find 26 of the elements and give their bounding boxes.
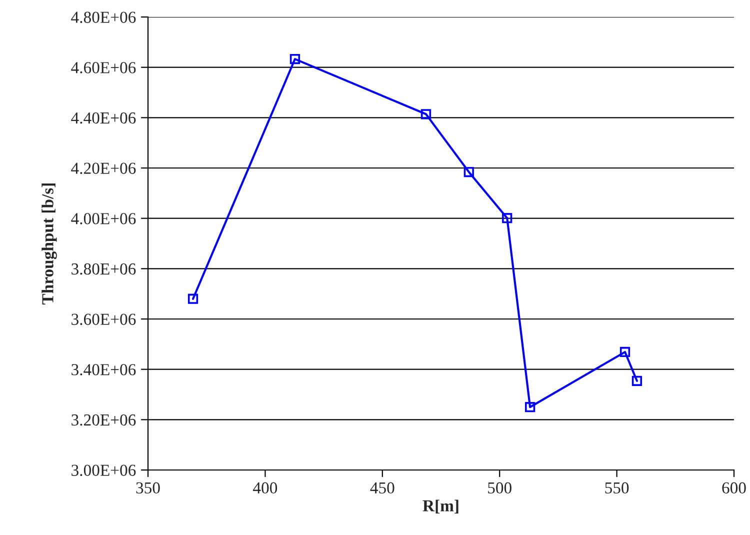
point <box>620 346 630 358</box>
point <box>290 54 300 64</box>
x-tick-label: 500 <box>488 482 512 494</box>
y-tick-label: 4.60E+06 <box>71 62 136 74</box>
x-tick-label: 600 <box>722 482 746 494</box>
y-tick-label: 4.20E+06 <box>71 162 136 174</box>
x-tick-label: 450 <box>370 482 394 494</box>
point <box>188 294 198 304</box>
point <box>464 166 474 178</box>
y-tick-label: 3.60E+06 <box>72 314 136 326</box>
y-tick-label: 3.20E+06 <box>72 414 136 426</box>
y-tick-label: 4.80E+06 <box>71 12 136 24</box>
point <box>525 402 536 412</box>
x-tick-label: 400 <box>253 482 278 494</box>
x-axis-title: R[m] <box>422 500 458 514</box>
point <box>420 109 432 120</box>
y-tick-label: 3.80E+06 <box>72 263 136 275</box>
x-tick-label: 350 <box>136 482 160 494</box>
x-tick-label: 550 <box>605 482 629 494</box>
point <box>502 213 512 224</box>
point <box>632 376 642 386</box>
y-tick-label: 4.00E+06 <box>71 213 136 224</box>
y-tick-label: 4.40E+06 <box>71 112 136 124</box>
y-tick-label: 3.40E+06 <box>72 364 136 376</box>
y-tick-label: 3.00E+06 <box>72 464 136 476</box>
y-axis-title: Throughput [b/s] <box>42 184 57 304</box>
